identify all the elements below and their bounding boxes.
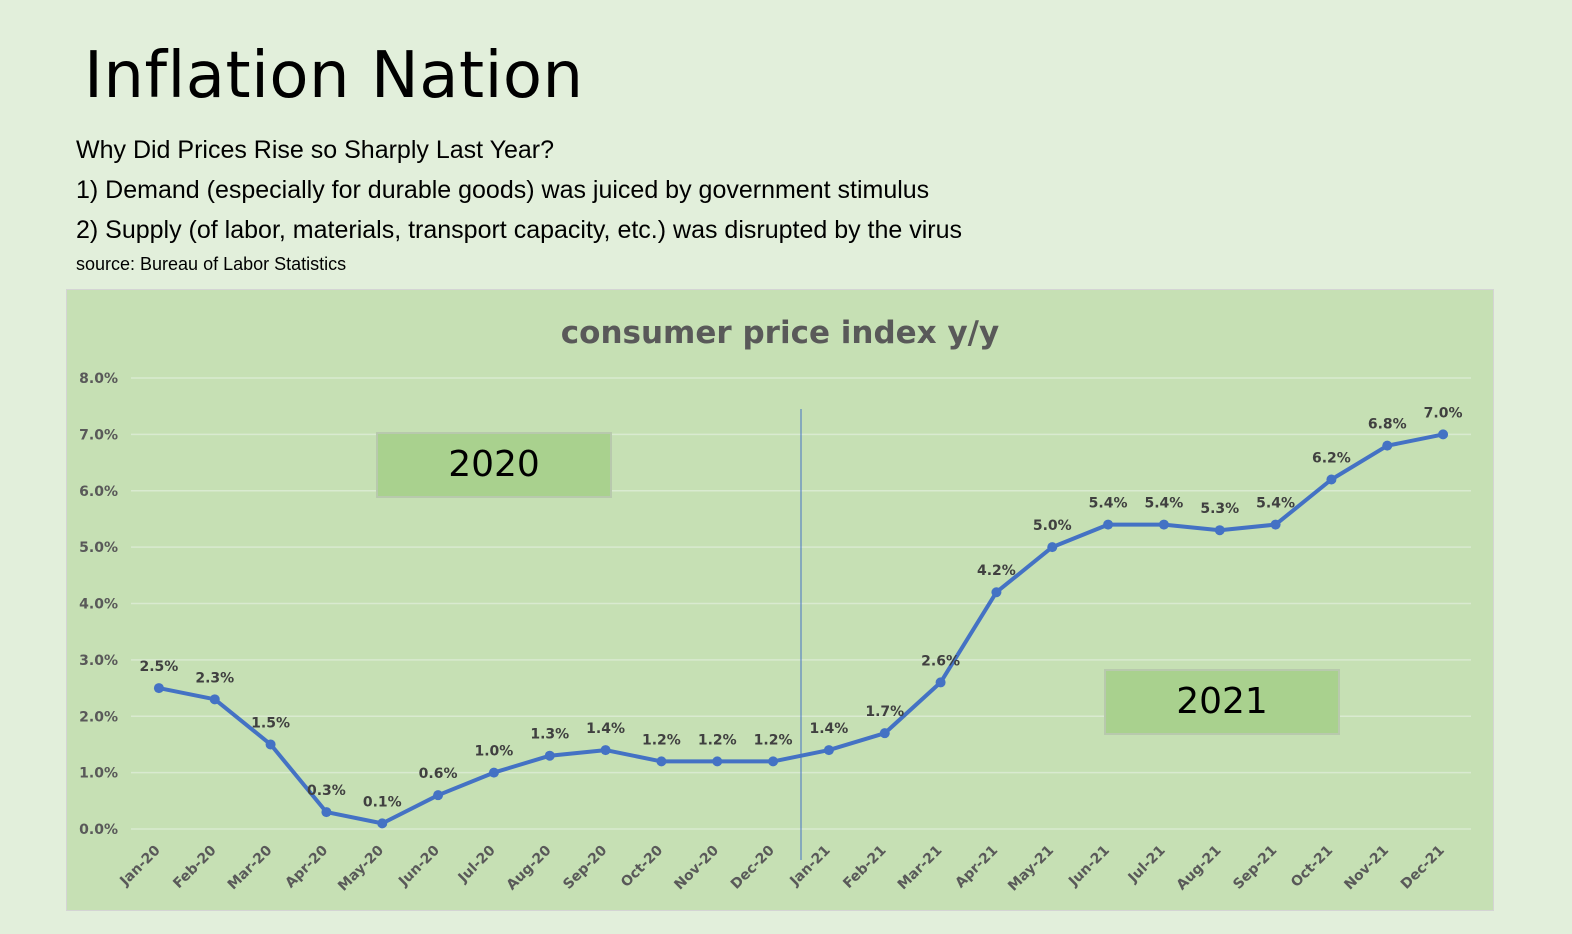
data-label: 1.4% [810, 721, 849, 737]
data-point [433, 790, 444, 801]
data-point [1382, 440, 1393, 451]
data-point [544, 750, 555, 761]
x-tick-label: May-21 [1005, 843, 1057, 895]
data-point [879, 728, 890, 739]
y-tick-label: 1.0% [79, 766, 118, 782]
year-label-2020-box [376, 432, 612, 498]
data-point [1438, 429, 1449, 440]
year-label-2021: 2021 [1176, 681, 1268, 722]
data-point [935, 677, 946, 688]
year-label-2020: 2020 [448, 444, 540, 485]
y-tick-label: 3.0% [79, 653, 118, 669]
x-tick-label: Apr-20 [282, 842, 331, 891]
x-tick-label: Dec-21 [1398, 843, 1448, 893]
data-point [209, 694, 220, 705]
year-label-2021-box [1104, 669, 1340, 735]
data-label: 1.5% [251, 715, 290, 731]
x-tick-label: Nov-20 [671, 842, 722, 893]
x-tick-label: Jun-20 [395, 842, 443, 890]
x-tick-label: Oct-20 [618, 842, 666, 890]
data-label: 6.8% [1368, 417, 1407, 433]
data-label: 1.7% [865, 704, 904, 720]
chart-title: consumer price index y/y [561, 315, 999, 351]
subtitle-point-demand: 1) Demand (especially for durable goods)… [76, 176, 930, 204]
data-label: 1.4% [586, 721, 625, 737]
page-title: Inflation Nation [84, 39, 584, 113]
data-point [991, 587, 1002, 598]
data-label: 1.3% [530, 727, 569, 743]
data-point [823, 745, 834, 756]
source-note: source: Bureau of Labor Statistics [76, 254, 347, 274]
data-label: 1.0% [475, 744, 514, 760]
x-tick-label: Jan-20 [116, 842, 163, 889]
y-tick-label: 4.0% [79, 597, 118, 613]
x-tick-label: Sep-20 [560, 842, 610, 892]
x-tick-label: Jan-21 [786, 843, 833, 890]
data-label: 5.3% [1200, 501, 1239, 517]
x-tick-label: Apr-21 [952, 843, 1001, 892]
x-tick-label: Feb-20 [170, 842, 220, 892]
data-point [377, 818, 388, 829]
data-point [1326, 474, 1337, 485]
data-point [768, 756, 779, 767]
subtitle-question: Why Did Prices Rise so Sharply Last Year… [76, 136, 554, 164]
data-point [1158, 519, 1169, 530]
data-point [712, 756, 723, 767]
data-label: 2.6% [921, 653, 960, 669]
x-tick-label: Aug-20 [504, 842, 555, 893]
data-point [1103, 519, 1114, 530]
data-label: 6.2% [1312, 450, 1351, 466]
x-tick-label: Feb-21 [840, 843, 889, 892]
data-label: 0.1% [363, 794, 402, 810]
data-point [321, 807, 332, 818]
x-tick-label: Mar-21 [895, 843, 946, 894]
data-label: 1.2% [754, 732, 793, 748]
x-tick-label: Nov-21 [1341, 843, 1392, 894]
data-label: 2.5% [140, 659, 179, 675]
data-label: 1.2% [698, 732, 737, 748]
x-tick-label: Dec-20 [728, 842, 778, 892]
x-tick-label: Mar-20 [225, 842, 276, 893]
cpi-line-chart: consumer price index y/y 0.0% 1.0% 2.0% 3.0%… [79, 315, 1471, 895]
y-tick-label: 2.0% [79, 709, 118, 725]
data-point [265, 739, 276, 750]
subtitle-point-supply: 2) Supply (of labor, materials, transpor… [76, 216, 963, 244]
y-tick-label: 6.0% [79, 484, 118, 500]
y-tick-label: 8.0% [79, 371, 118, 387]
x-tick-label: Jul-20 [455, 842, 499, 886]
data-label: 5.4% [1145, 496, 1184, 512]
data-point [488, 767, 499, 778]
data-label: 0.6% [419, 766, 458, 782]
data-point [1214, 525, 1225, 536]
data-point [153, 683, 164, 694]
data-label: 5.4% [1089, 496, 1128, 512]
x-tick-label: Jul-21 [1125, 843, 1169, 887]
x-tick-label: Sep-21 [1230, 843, 1280, 893]
data-point [1047, 542, 1058, 553]
data-label: 4.2% [977, 563, 1016, 579]
data-point [600, 745, 611, 756]
data-label: 2.3% [195, 670, 234, 686]
x-tick-label: Aug-21 [1174, 843, 1225, 894]
data-point [1270, 519, 1281, 530]
y-tick-label: 5.0% [79, 540, 118, 556]
x-tick-label: May-20 [335, 842, 387, 894]
y-tick-label: 7.0% [79, 427, 118, 443]
data-label: 5.4% [1256, 496, 1295, 512]
x-tick-label: Oct-21 [1288, 843, 1336, 891]
cpi-series-line [156, 432, 1446, 826]
x-tick-label: Jun-21 [1065, 843, 1113, 891]
data-label: 7.0% [1424, 405, 1463, 421]
chart-area: consumer price index y/y 0.0% 1.0% 2.0% 3.0%… [66, 289, 1494, 911]
data-point [656, 756, 667, 767]
data-label: 1.2% [642, 732, 681, 748]
y-tick-label: 0.0% [79, 822, 118, 838]
data-label: 5.0% [1033, 518, 1072, 534]
data-label: 0.3% [307, 783, 346, 799]
